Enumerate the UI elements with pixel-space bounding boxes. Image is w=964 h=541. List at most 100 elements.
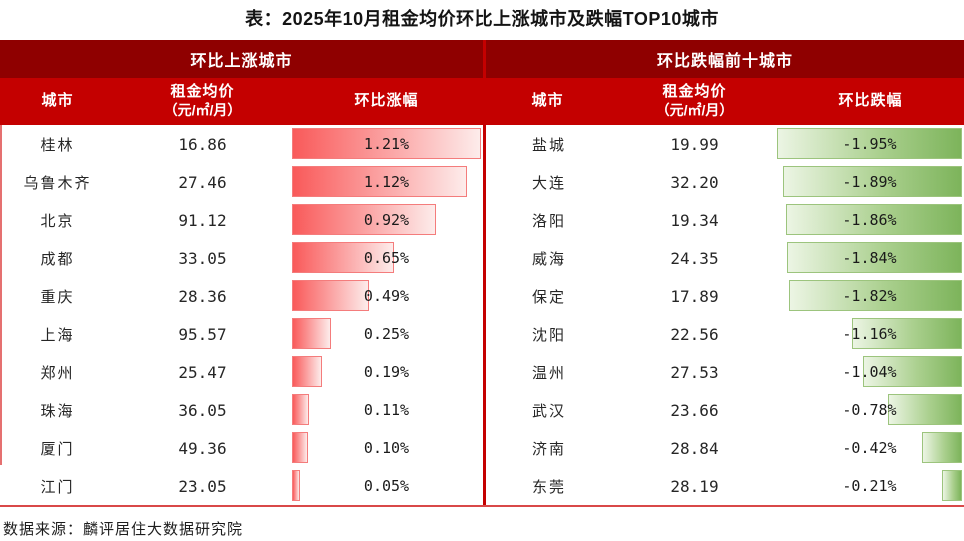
group-header-fall: 环比跌幅前十城市 <box>486 40 964 78</box>
change-bar-track: -1.82% <box>777 277 962 315</box>
change-bar-track: 0.25% <box>292 315 481 353</box>
price-cell: 28.36 <box>178 286 227 306</box>
change-bar-track: 0.10% <box>292 429 481 467</box>
price-cell: 25.47 <box>178 362 227 382</box>
change-label: 0.65% <box>363 249 410 267</box>
col-header-price-rise: 租金均价 （元/㎡/月） <box>115 78 290 125</box>
city-cell: 沈阳 <box>531 326 566 344</box>
table-row: 沈阳 22.56 -1.16% <box>486 315 964 353</box>
change-label: 1.12% <box>363 173 410 191</box>
price-cell: 32.20 <box>670 172 719 192</box>
change-bar-track: 0.05% <box>292 467 481 505</box>
change-label: 0.92% <box>363 211 410 229</box>
price-cell: 27.46 <box>178 172 227 192</box>
col-header-price-line2: （元/㎡/月） <box>163 102 242 119</box>
price-cell: 19.34 <box>670 210 719 230</box>
table-row: 上海 95.57 0.25% <box>0 315 483 353</box>
fall-bar <box>789 280 962 311</box>
price-cell: 91.12 <box>178 210 227 230</box>
price-cell: 33.05 <box>178 248 227 268</box>
change-label: 1.21% <box>363 135 410 153</box>
fall-bar <box>851 318 962 349</box>
change-bar-track: 0.92% <box>292 201 481 239</box>
table-row: 济南 28.84 -0.42% <box>486 429 964 467</box>
rise-bar <box>292 242 394 273</box>
change-bar-track: -1.86% <box>777 201 962 239</box>
city-cell: 郑州 <box>40 364 75 382</box>
fall-bar <box>777 128 962 159</box>
change-label: 0.05% <box>363 477 410 495</box>
change-bar-track: -1.84% <box>777 239 962 277</box>
rise-bar <box>292 356 322 387</box>
change-label: 0.10% <box>363 439 410 457</box>
change-bar-track: -1.16% <box>777 315 962 353</box>
table-row: 盐城 19.99 -1.95% <box>486 125 964 163</box>
change-label: -0.42% <box>842 439 897 457</box>
city-cell: 上海 <box>40 326 75 344</box>
change-bar-track: -0.21% <box>777 467 962 505</box>
city-cell: 洛阳 <box>531 212 566 230</box>
table-row: 保定 17.89 -1.82% <box>486 277 964 315</box>
change-label: -1.95% <box>842 135 897 153</box>
rise-bar <box>292 318 332 349</box>
price-cell: 28.19 <box>670 476 719 496</box>
rise-bar <box>292 280 369 311</box>
change-bar-track: -1.95% <box>777 125 962 163</box>
change-label: 0.19% <box>363 363 410 381</box>
col-header-price-line2: （元/㎡/月） <box>655 102 734 119</box>
table-left-border <box>0 125 2 465</box>
table-row: 成都 33.05 0.65% <box>0 239 483 277</box>
rise-bar <box>292 204 436 235</box>
fall-bar <box>942 470 962 501</box>
change-bar-track: 0.11% <box>292 391 481 429</box>
fall-bar <box>888 394 962 425</box>
change-bar-track: 1.21% <box>292 125 481 163</box>
table-row: 东莞 28.19 -0.21% <box>486 467 964 505</box>
table-row: 重庆 28.36 0.49% <box>0 277 483 315</box>
table-row: 大连 32.20 -1.89% <box>486 163 964 201</box>
fall-bar <box>785 204 962 235</box>
col-header-city-rise: 城市 <box>41 92 74 110</box>
col-header-price-line1: 租金均价 <box>662 83 727 101</box>
table-row: 乌鲁木齐 27.46 1.12% <box>0 163 483 201</box>
col-header-price-line1: 租金均价 <box>170 83 235 101</box>
change-bar-track: 0.65% <box>292 239 481 277</box>
table-row: 江门 23.05 0.05% <box>0 467 483 505</box>
table-row: 郑州 25.47 0.19% <box>0 353 483 391</box>
city-cell: 乌鲁木齐 <box>23 174 92 192</box>
table-row: 威海 24.35 -1.84% <box>486 239 964 277</box>
table-row: 温州 27.53 -1.04% <box>486 353 964 391</box>
rise-bar <box>292 166 467 197</box>
change-bar-track: 0.49% <box>292 277 481 315</box>
change-bar-track: -1.89% <box>777 163 962 201</box>
price-cell: 28.84 <box>670 438 719 458</box>
city-cell: 桂林 <box>40 136 75 154</box>
col-header-price-fall: 租金均价 （元/㎡/月） <box>612 78 777 125</box>
city-cell: 厦门 <box>40 440 75 458</box>
table-bottom-border <box>0 505 964 507</box>
city-cell: 东莞 <box>531 478 566 496</box>
change-bar-track: -0.42% <box>777 429 962 467</box>
price-cell: 22.56 <box>670 324 719 344</box>
change-label: -0.78% <box>842 401 897 419</box>
price-cell: 17.89 <box>670 286 719 306</box>
price-cell: 49.36 <box>178 438 227 458</box>
rise-bar <box>292 470 300 501</box>
table-row: 珠海 36.05 0.11% <box>0 391 483 429</box>
group-header-row: 环比上涨城市 环比跌幅前十城市 <box>0 40 964 78</box>
city-cell: 大连 <box>531 174 566 192</box>
data-source: 数据来源：麟评居住大数据研究院 <box>3 521 244 538</box>
change-label: -1.89% <box>842 173 897 191</box>
fall-bar <box>787 242 962 273</box>
table-row: 武汉 23.66 -0.78% <box>486 391 964 429</box>
price-cell: 23.66 <box>670 400 719 420</box>
price-cell: 95.57 <box>178 324 227 344</box>
column-header-row: 城市 租金均价 （元/㎡/月） 环比涨幅 城市 租金均价 （元/㎡/月） 环比跌… <box>0 78 964 125</box>
city-cell: 温州 <box>531 364 566 382</box>
fall-bar <box>922 432 962 463</box>
rise-rows-container: 桂林 16.86 1.21% 乌鲁木齐 27.46 1.12% 北京 91.12 0.92% 成都… <box>0 125 483 505</box>
fall-rows-container: 盐城 19.99 -1.95% 大连 32.20 -1.89% 洛阳 19.34 -1.86% 威… <box>486 125 964 505</box>
price-cell: 24.35 <box>670 248 719 268</box>
page-title: 表：2025年10月租金均价环比上涨城市及跌幅TOP10城市 <box>245 9 719 29</box>
